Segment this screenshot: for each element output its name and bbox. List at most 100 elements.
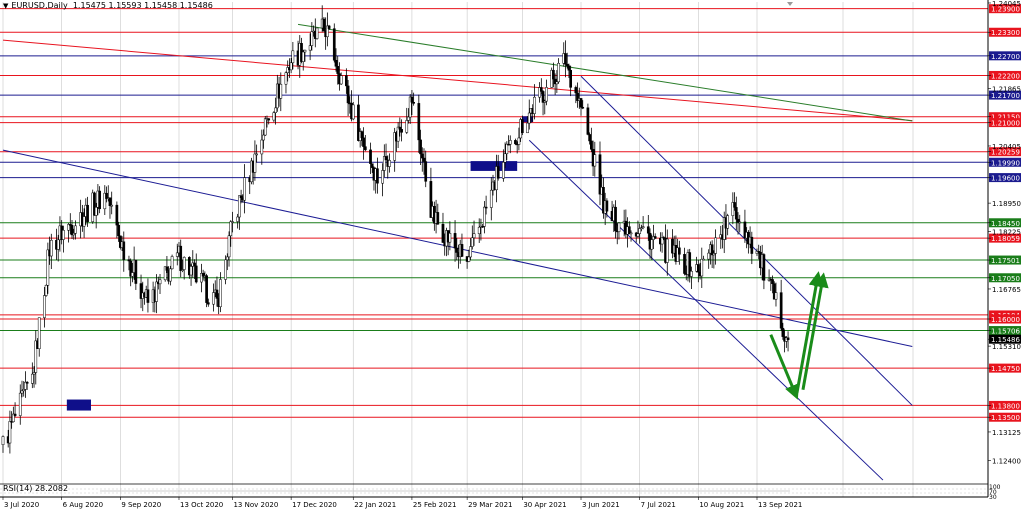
candle-body — [291, 50, 295, 64]
candle-body — [489, 189, 493, 208]
y-tick-label: 1.13125 — [992, 429, 1021, 437]
candle-body — [206, 302, 210, 305]
level-price-box — [989, 90, 1021, 100]
dropdown-triangle-icon[interactable]: ▼ — [3, 2, 9, 10]
level-price-box — [989, 157, 1021, 167]
candle-body — [502, 162, 505, 179]
candle-body — [676, 247, 679, 262]
candle-body — [382, 156, 386, 171]
candle-body — [581, 106, 585, 109]
candle-body — [665, 238, 669, 263]
y-tick-label: 1.12400 — [992, 457, 1021, 465]
y-tick-label: 1.18950 — [992, 200, 1021, 208]
candle-body — [557, 63, 560, 83]
level-price-label: 1.17050 — [991, 275, 1020, 283]
candle-body — [239, 195, 243, 199]
x-tick-label: 3 Jun 2021 — [582, 501, 620, 509]
candle-body — [193, 262, 196, 267]
candle-body — [412, 102, 415, 104]
candle-body — [43, 295, 46, 318]
candle-body — [436, 212, 440, 225]
candle-body — [553, 78, 557, 85]
candle-body — [707, 252, 711, 260]
candle-body — [743, 221, 747, 239]
candle-body — [410, 96, 414, 103]
candle-body — [593, 154, 597, 167]
candle-body — [460, 244, 464, 257]
candle-body — [448, 233, 452, 243]
candle-body — [117, 224, 120, 237]
level-price-label: 1.21000 — [991, 120, 1020, 128]
candle-body — [194, 265, 198, 283]
candle-body — [67, 224, 70, 231]
candle-body — [384, 156, 388, 161]
up-arrow-2 — [801, 272, 829, 390]
level-price-label: 1.22700 — [991, 53, 1020, 61]
candles — [1, 5, 790, 454]
candle-body — [260, 139, 264, 155]
candle-body — [37, 317, 41, 349]
candle-body — [472, 233, 476, 239]
candle-body — [779, 292, 783, 329]
candle-body — [517, 137, 521, 145]
candle-body — [702, 258, 705, 261]
candle-body — [393, 132, 397, 161]
candle-body — [555, 81, 559, 85]
candle-body — [590, 140, 593, 150]
candle-body — [189, 266, 193, 276]
candle-body — [734, 207, 738, 220]
candle-body — [227, 235, 231, 258]
candle-body — [690, 270, 693, 277]
candle-body — [640, 227, 643, 229]
rsi-level-label: 70 — [989, 489, 997, 496]
level-price-label: 1.19600 — [991, 175, 1020, 183]
candle-body — [503, 153, 507, 163]
candle-body — [477, 226, 481, 234]
level-price-box — [989, 147, 1021, 157]
candle-body — [738, 221, 742, 224]
candle-body — [650, 239, 654, 250]
candle-body — [370, 163, 374, 168]
candle-body — [484, 206, 488, 209]
candle-body — [62, 229, 65, 240]
down-arrow — [769, 334, 800, 400]
chart-header: ▼ EURUSD,Daily 1.15475 1.15593 1.15458 1.… — [3, 1, 213, 10]
candle-body — [602, 187, 605, 214]
candle-body — [733, 202, 736, 208]
candle-body — [726, 215, 730, 229]
y-tick-label: 1.15310 — [992, 343, 1021, 351]
candle-body — [455, 247, 459, 253]
candle-body — [279, 83, 283, 99]
candle-body — [772, 283, 776, 300]
level-price-label: 1.20259 — [991, 149, 1020, 157]
candle-body — [72, 233, 76, 236]
channel-lower-line — [528, 139, 884, 481]
x-tick-label: 13 Nov 2020 — [233, 501, 278, 509]
last-price-box — [989, 334, 1021, 344]
candle-body — [274, 107, 277, 113]
candle-body — [34, 340, 38, 373]
level-price-label: 1.23300 — [991, 29, 1020, 37]
y-tick-label: 1.24045 — [992, 0, 1021, 8]
x-tick-label: 7 Jul 2021 — [641, 501, 676, 509]
candle-body — [219, 279, 222, 308]
candle-body — [419, 139, 422, 155]
candle-body — [774, 292, 778, 300]
candle-body — [310, 31, 314, 46]
candle-body — [552, 69, 555, 80]
candle-body — [636, 233, 640, 237]
candle-body — [74, 225, 77, 234]
candle-body — [400, 128, 403, 133]
level-price-box — [989, 233, 1021, 243]
candle-body — [200, 273, 203, 283]
level-price-label: 1.17501 — [991, 257, 1020, 265]
x-tick-label: 30 Apr 2021 — [523, 501, 566, 509]
candle-body — [110, 204, 114, 207]
candle-body — [483, 206, 486, 227]
candle-body — [496, 166, 500, 179]
candle-body — [46, 249, 50, 286]
candle-body — [115, 204, 119, 226]
candle-body — [539, 87, 543, 92]
candle-body — [441, 223, 445, 243]
chart-frame — [0, 0, 989, 498]
